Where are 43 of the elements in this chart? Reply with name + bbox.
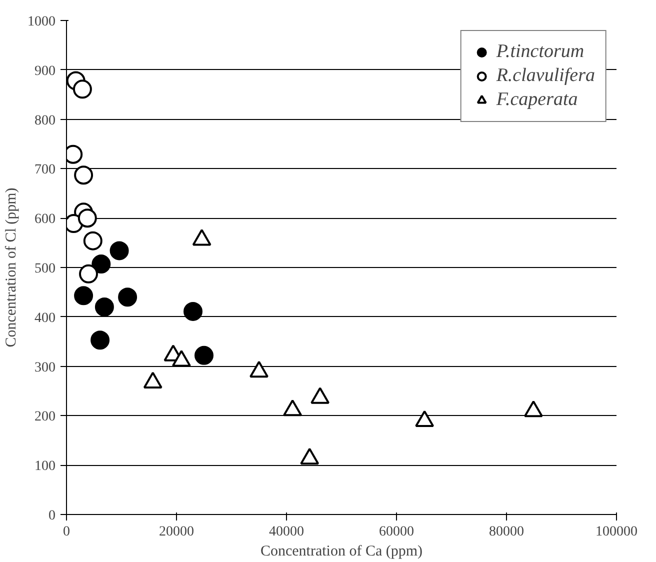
x-tick-label: 80000 [489,524,524,540]
point [172,350,191,367]
point [94,298,114,317]
y-tick-label: 700 [34,162,56,178]
point [90,330,110,350]
y-axis-title: Concentration of Cl (ppm) [4,188,20,348]
point [250,360,268,378]
y-tick-label: 300 [34,360,56,376]
y-tick-label: 1000 [28,14,56,30]
y-tick-label: 100 [34,459,56,474]
y-tick-label: 600 [34,212,56,228]
x-tick-label: 40000 [269,524,304,540]
point [79,264,98,284]
point [283,399,302,416]
point [194,346,214,365]
x-tick-label: 100000 [596,524,638,540]
y-tick-label: 200 [34,410,56,425]
y-tick-label: 0 [48,508,56,524]
point [92,254,111,274]
y-tick-label: 900 [34,64,56,79]
x-axis-title: Concentration of Ca (ppm) [260,544,423,560]
y-tick-label: 400 [34,310,56,326]
legend-label: P.tinctorum [496,41,584,63]
point [110,241,129,260]
legend-label: R.clavulifera [496,65,595,87]
point [143,372,162,389]
x-tick-label: 60000 [379,524,414,540]
point [72,80,92,99]
point [83,231,102,250]
point [184,302,202,321]
legend-label: F.caperata [496,89,578,111]
point [118,288,138,307]
point [524,400,543,418]
point [78,208,97,228]
point [300,448,320,465]
x-tick-label: 0 [63,524,70,540]
x-tick-label: 20000 [159,524,194,540]
y-tick-label: 800 [34,113,56,128]
point [310,387,330,404]
point [74,166,94,185]
y-tick-label: 500 [34,262,56,276]
point [415,410,434,428]
point [74,286,94,306]
